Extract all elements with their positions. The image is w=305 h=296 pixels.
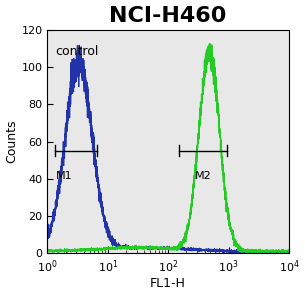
- X-axis label: FL1-H: FL1-H: [150, 277, 186, 290]
- Text: M2: M2: [195, 171, 212, 181]
- Text: control: control: [55, 45, 99, 58]
- Y-axis label: Counts: Counts: [5, 120, 19, 163]
- Title: NCI-H460: NCI-H460: [109, 6, 227, 25]
- Text: M1: M1: [56, 171, 73, 181]
